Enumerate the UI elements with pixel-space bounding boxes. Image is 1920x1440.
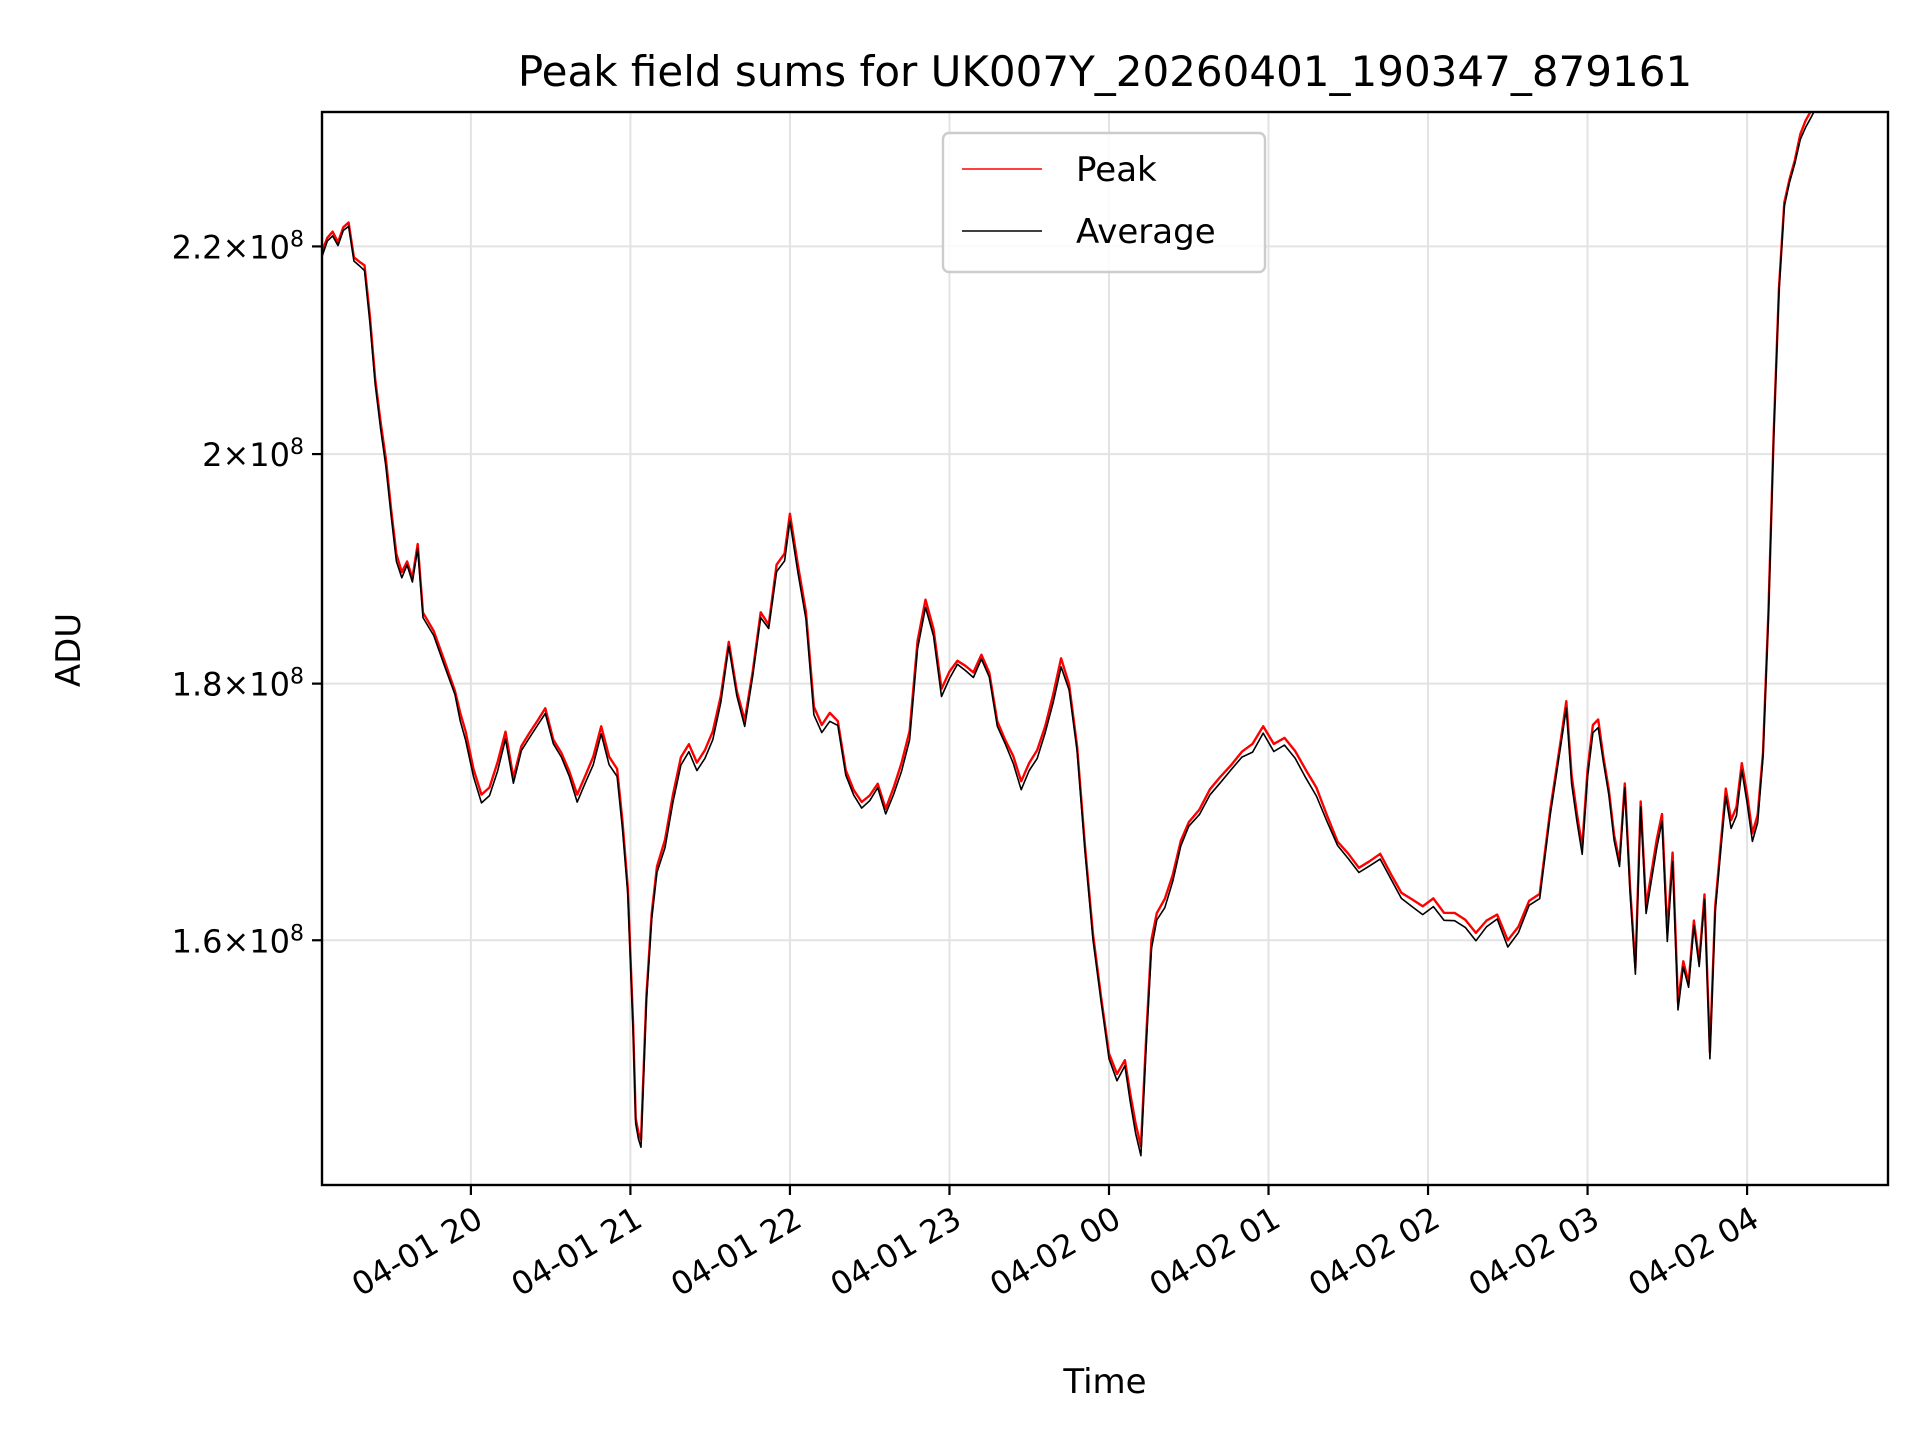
x-tick-label: 04-02 03	[1462, 1199, 1606, 1304]
x-axis-ticks: 04-01 20 04-01 21 04-01 22 04-01 23 04-02 00…	[345, 1185, 1765, 1304]
series-line-peak	[322, 112, 1812, 1148]
legend-box	[941, 131, 1267, 274]
x-axis-label: Time	[1062, 1362, 1146, 1402]
y-tick-label: 2.2×108	[172, 227, 304, 267]
plot-frame	[320, 110, 1890, 1187]
y-grid-lines	[322, 245, 1888, 942]
y-tick-label: 2×108	[202, 435, 304, 475]
x-tick-label: 04-02 00	[983, 1199, 1127, 1304]
series-line-average	[322, 112, 1815, 1157]
legend-label-average: Average	[1076, 212, 1216, 252]
x-tick-label: 04-02 01	[1143, 1199, 1287, 1304]
chart-title: Peak field sums for UK007Y_20260401_1903…	[518, 47, 1692, 96]
legend-label-peak: Peak	[1076, 150, 1157, 190]
x-tick-label: 04-01 21	[505, 1199, 649, 1304]
x-tick-label: 04-02 04	[1621, 1199, 1765, 1304]
legend: Peak Average	[941, 131, 1267, 274]
x-tick-label: 04-01 23	[824, 1199, 968, 1304]
y-axis-ticks: 1.6×108 1.8×108 2×108 2.2×108	[172, 227, 322, 960]
series-lines	[322, 112, 1815, 1157]
x-tick-label: 04-01 20	[345, 1199, 489, 1304]
y-axis-label: ADU	[49, 613, 89, 687]
x-tick-label: 04-02 02	[1302, 1199, 1446, 1304]
y-tick-label: 1.6×108	[172, 921, 304, 961]
x-grid-lines	[469, 112, 1749, 1185]
y-tick-label: 1.8×108	[172, 664, 304, 704]
x-tick-label: 04-01 22	[664, 1199, 808, 1304]
